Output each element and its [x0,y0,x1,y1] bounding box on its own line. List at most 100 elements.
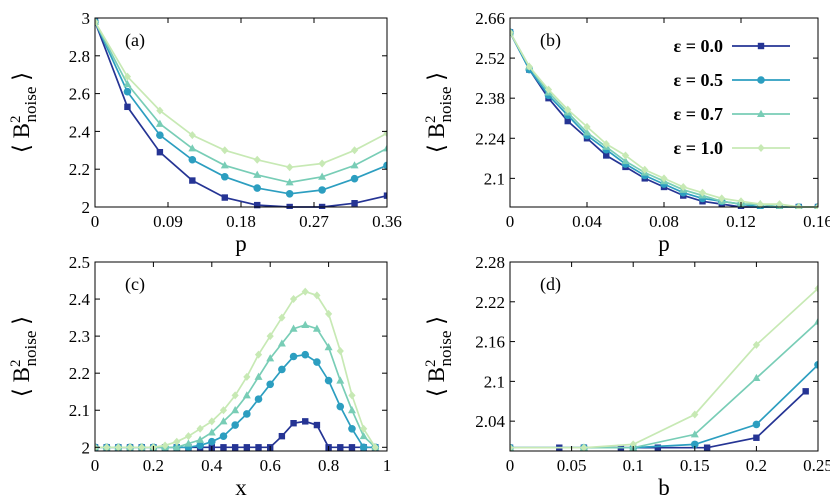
legend-marker [757,109,765,117]
panel-a-x-tick-label: 0.27 [299,212,329,231]
panel-c-x-tick-label: 0 [91,456,100,475]
panel-b-data-point [525,62,533,71]
panel-d-y-tick-label: 2.22 [475,293,505,312]
panel-c-x-tick-label: 0.6 [260,456,281,475]
panel-c-data-point [243,444,251,451]
panel-c-y-tick-label: 2.1 [69,401,90,420]
panel-c-series-line-1 [95,353,376,449]
panel-a-data-point [285,178,294,186]
panel-a-series-line-0 [95,21,387,208]
panel-a-data-point [253,184,262,192]
panel-a-data-point [123,87,132,96]
panel-a-series-line-3 [95,21,387,169]
panel-c-data-point [360,424,368,433]
panel-c-data-point [266,380,275,389]
panel-b-data-point [679,182,687,191]
panel-c-data-point [219,432,228,440]
panel-d-data-point [629,440,637,449]
legend-marker [757,76,765,84]
panel-a-series-line-2 [95,21,387,184]
panel-c-data-point [301,287,309,296]
panel-a-data-point [123,72,132,81]
panel-d-data-point [691,440,699,449]
panel-a-data-point [318,172,327,180]
panel-c-data-point [289,352,298,361]
panel-a-y-tick-label: 2 [82,198,91,217]
panel-b-data-point [718,194,726,203]
panel-b-data-point [775,200,784,209]
panel-a-y-tick-label: 2.6 [69,85,90,104]
panel-c-data-point [103,443,111,452]
panel-c-data-point [336,376,345,384]
panel-c-data-point [312,324,321,332]
panel-c-y-tick-label: 2.2 [69,364,90,383]
panel-d-data-point [814,284,818,293]
legend-entry-label: ε = 1.0 [674,138,723,158]
panel-a-data-point [318,186,326,194]
panel-b-data-point [756,200,764,209]
panel-c-data-point [337,444,344,451]
panel-b-y-tick-label: 2.66 [475,9,505,28]
panel-d-x-tick-label: 0.15 [680,456,710,475]
panel-a-data-point [318,203,326,209]
panel-d-y-axis-label: ⟨ B2noise ⟩ [423,316,455,397]
panel-c-y-tick-label: 2.5 [69,253,90,272]
panel-c-data-point [184,439,193,447]
panel-c-data-point [278,365,286,374]
legend: ε = 0.0 ε = 0.5 ε = 0.7 ε = 1.0 [674,36,790,158]
panel-d-data-point [814,317,818,325]
panel-c-data-point [173,437,181,446]
panel-a-data-point [350,161,359,169]
panel-a-data-point [95,17,99,26]
panel-a-y-tick-label: 2.4 [69,122,91,141]
panel-b-x-tick-label: 0 [506,212,515,231]
panel-c-data-point [208,437,216,446]
panel-c-data-point [184,432,193,441]
panel-a-series-line-1 [95,21,387,195]
panel-c-data-point [301,350,310,359]
panel-c-data-point [231,406,240,414]
panel-b-y-tick-label: 2.24 [475,129,505,148]
panel-a-data-point [156,131,164,139]
panel-a-data-point [383,192,387,199]
panel-c-data-point [313,358,321,366]
panel-c-data-point [208,417,216,426]
panel-d-x-tick-label: 0 [506,456,515,475]
panel-a-data-point [220,172,229,181]
panel-d-x-tick-label: 0.1 [623,456,644,475]
panel-a-data-point [351,200,358,207]
panel-c-data-point [207,428,216,436]
panel-c-data-point [348,444,356,451]
panel-c-data-point [242,391,251,399]
panel-a-label: (a) [125,30,145,51]
panel-d-data-point [654,444,662,451]
panel-a-data-point [124,103,131,111]
panel-d-data-point [510,443,514,452]
panel-b-x-axis-label: p [658,231,670,256]
panel-b-y-tick-label: 2.1 [484,169,505,188]
panel-c-data-point [290,420,297,427]
panel-a-data-point [350,174,359,183]
panel-c-data-point [196,424,204,433]
panel-c-axes-frame [94,261,388,452]
legend-entry-label: ε = 0.5 [674,70,723,90]
panel-c-x-tick-label: 0.4 [201,456,223,475]
panel-c-data-point [255,444,262,451]
panel-c-data-point [254,372,263,380]
panel-c-data-point [325,309,333,318]
panel-c-data-point [254,395,263,403]
panel-a-data-point [383,144,387,152]
panel-d-data-point [703,444,711,451]
panel-a-x-tick-label: 0.09 [153,212,183,231]
panel-c-data-point [126,443,134,452]
panel-b-data-point [564,117,571,125]
panel-b-x-tick-label: 0.08 [649,212,679,231]
panel-c-x-axis-label: x [235,475,247,500]
legend-marker [757,144,765,152]
panel-a-y-axis-label: ⟨ B2noise ⟩ [8,72,40,153]
panel-a-data-point [123,79,132,88]
panel-d-y-tick-label: 2.1 [484,372,505,391]
panel-c-data-point [266,354,275,362]
panel-b-data-point [544,85,553,94]
